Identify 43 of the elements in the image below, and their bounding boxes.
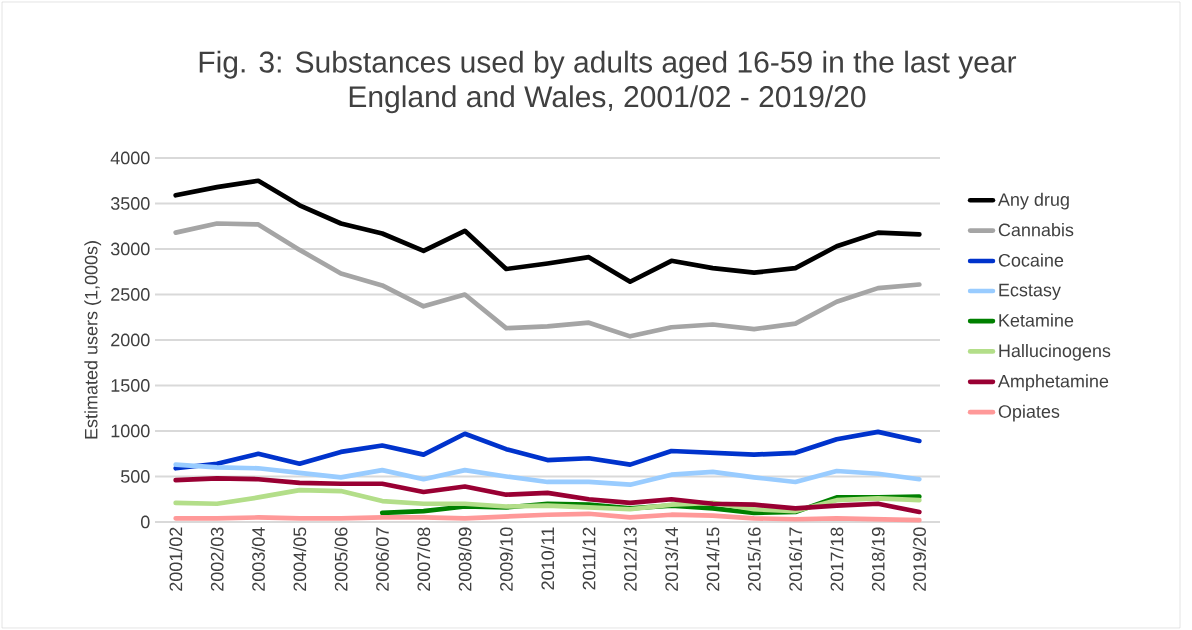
line-series	[173, 221, 922, 339]
legend-label: Opiates	[998, 404, 1060, 422]
y-tick-label: 2000	[111, 333, 150, 347]
x-tick-label: 2001/02	[169, 527, 183, 591]
chart-subtitle: England and Wales, 2001/02 - 2019/20	[349, 85, 866, 114]
x-tick-label: 2010/11	[540, 527, 555, 590]
legend-label: Ketamine	[999, 313, 1074, 327]
legend-label: Hallucinogens	[999, 343, 1111, 361]
legend-label: Cocaine	[998, 253, 1064, 267]
legend-label: Ecstasy	[999, 283, 1061, 300]
x-tick-label: 2007/08	[416, 527, 431, 591]
line-series	[173, 178, 922, 285]
y-axis-title: Estimated users (1,000s)	[84, 241, 102, 439]
y-tick-label: 0	[141, 515, 150, 529]
x-tick-label: 2017/18	[830, 527, 844, 591]
x-tick-label: 2012/13	[623, 527, 637, 591]
x-tick-label: 2019/20	[912, 527, 926, 591]
x-tick-label: 2005/06	[334, 527, 348, 591]
legend-label: Any drug	[997, 192, 1069, 210]
legend-label: Cannabis	[998, 223, 1074, 237]
x-tick-label: 2004/05	[293, 527, 307, 591]
x-tick-label: 2009/10	[499, 527, 513, 591]
x-tick-label: 2006/07	[375, 527, 389, 591]
x-tick-label: 2014/15	[706, 527, 720, 591]
x-tick-label: 2013/14	[664, 527, 679, 591]
chart-title: Fig. 3: Substances used by adults aged 16-59 in the last year	[199, 50, 1017, 79]
y-tick-label: 4000	[110, 151, 150, 165]
y-tick-label: 3500	[110, 197, 150, 210]
x-tick-label: 2002/03	[210, 527, 224, 591]
y-tick-label: 1000	[111, 424, 150, 438]
x-tick-label: 2008/09	[458, 527, 472, 591]
y-tick-label: 3000	[110, 242, 150, 256]
x-tick-label: 2011/12	[582, 527, 596, 590]
legend-label: Amphetamine	[997, 374, 1109, 392]
y-tick-label: 500	[120, 470, 150, 483]
x-tick-label: 2003/04	[251, 527, 265, 591]
x-tick-label: 2018/19	[871, 527, 885, 591]
y-tick-label: 2500	[111, 288, 150, 301]
x-tick-label: 2016/17	[788, 527, 802, 591]
line-series	[173, 462, 922, 488]
line-series	[173, 475, 922, 515]
y-tick-label: 1500	[111, 379, 150, 392]
x-tick-label: 2015/16	[747, 527, 761, 591]
